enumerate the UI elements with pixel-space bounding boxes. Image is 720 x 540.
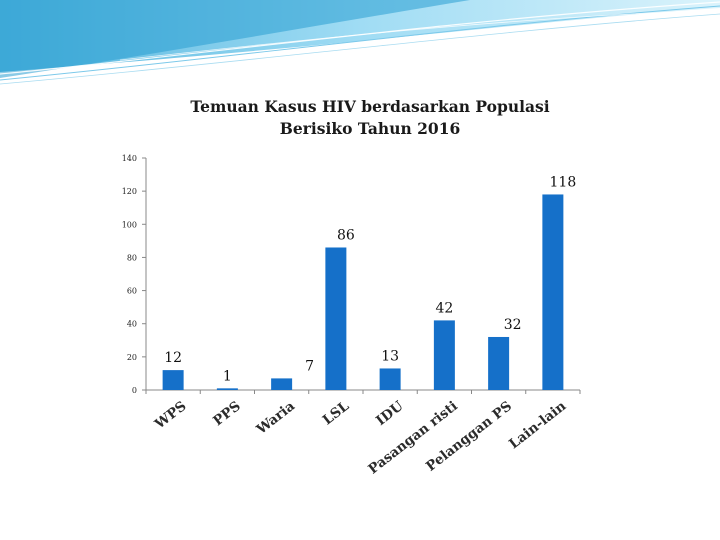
data-label: 1 (223, 368, 232, 384)
y-tick-label: 40 (127, 320, 137, 329)
y-tick-label: 100 (122, 220, 137, 229)
category-label: IDU (373, 398, 407, 429)
chart-title-line2: Berisiko Tahun 2016 (279, 119, 461, 138)
y-tick-label: 120 (122, 187, 137, 196)
data-label: 7 (305, 358, 314, 374)
data-label: 118 (550, 174, 577, 190)
y-tick-label: 60 (127, 287, 137, 296)
category-label: LSL (320, 398, 353, 429)
category-label: WPS (151, 398, 189, 433)
y-tick-label: 80 (127, 253, 137, 262)
bar (162, 370, 184, 390)
y-tick-label: 0 (132, 386, 137, 395)
header-wave-decoration (0, 0, 720, 85)
category-label: PPS (210, 398, 244, 429)
y-tick-label: 20 (127, 353, 137, 362)
data-label: 42 (435, 300, 453, 316)
bar (271, 378, 293, 390)
category-label: Waria (253, 398, 298, 438)
data-label: 86 (337, 227, 355, 243)
bar (488, 336, 510, 390)
data-label: 12 (164, 350, 182, 366)
bar (542, 194, 564, 390)
bar (433, 320, 455, 390)
data-label: 32 (504, 317, 522, 333)
bar (325, 247, 347, 390)
category-label: Lain-lain (506, 398, 569, 452)
chart-title-line1: Temuan Kasus HIV berdasarkan Populasi (190, 97, 550, 116)
bar (379, 368, 401, 390)
data-label: 13 (381, 348, 399, 364)
bar (216, 388, 238, 390)
category-label: Pasangan risti (365, 398, 460, 477)
chart-title: Temuan Kasus HIV berdasarkan Populasi Be… (160, 96, 580, 140)
y-tick-label: 140 (122, 154, 137, 163)
